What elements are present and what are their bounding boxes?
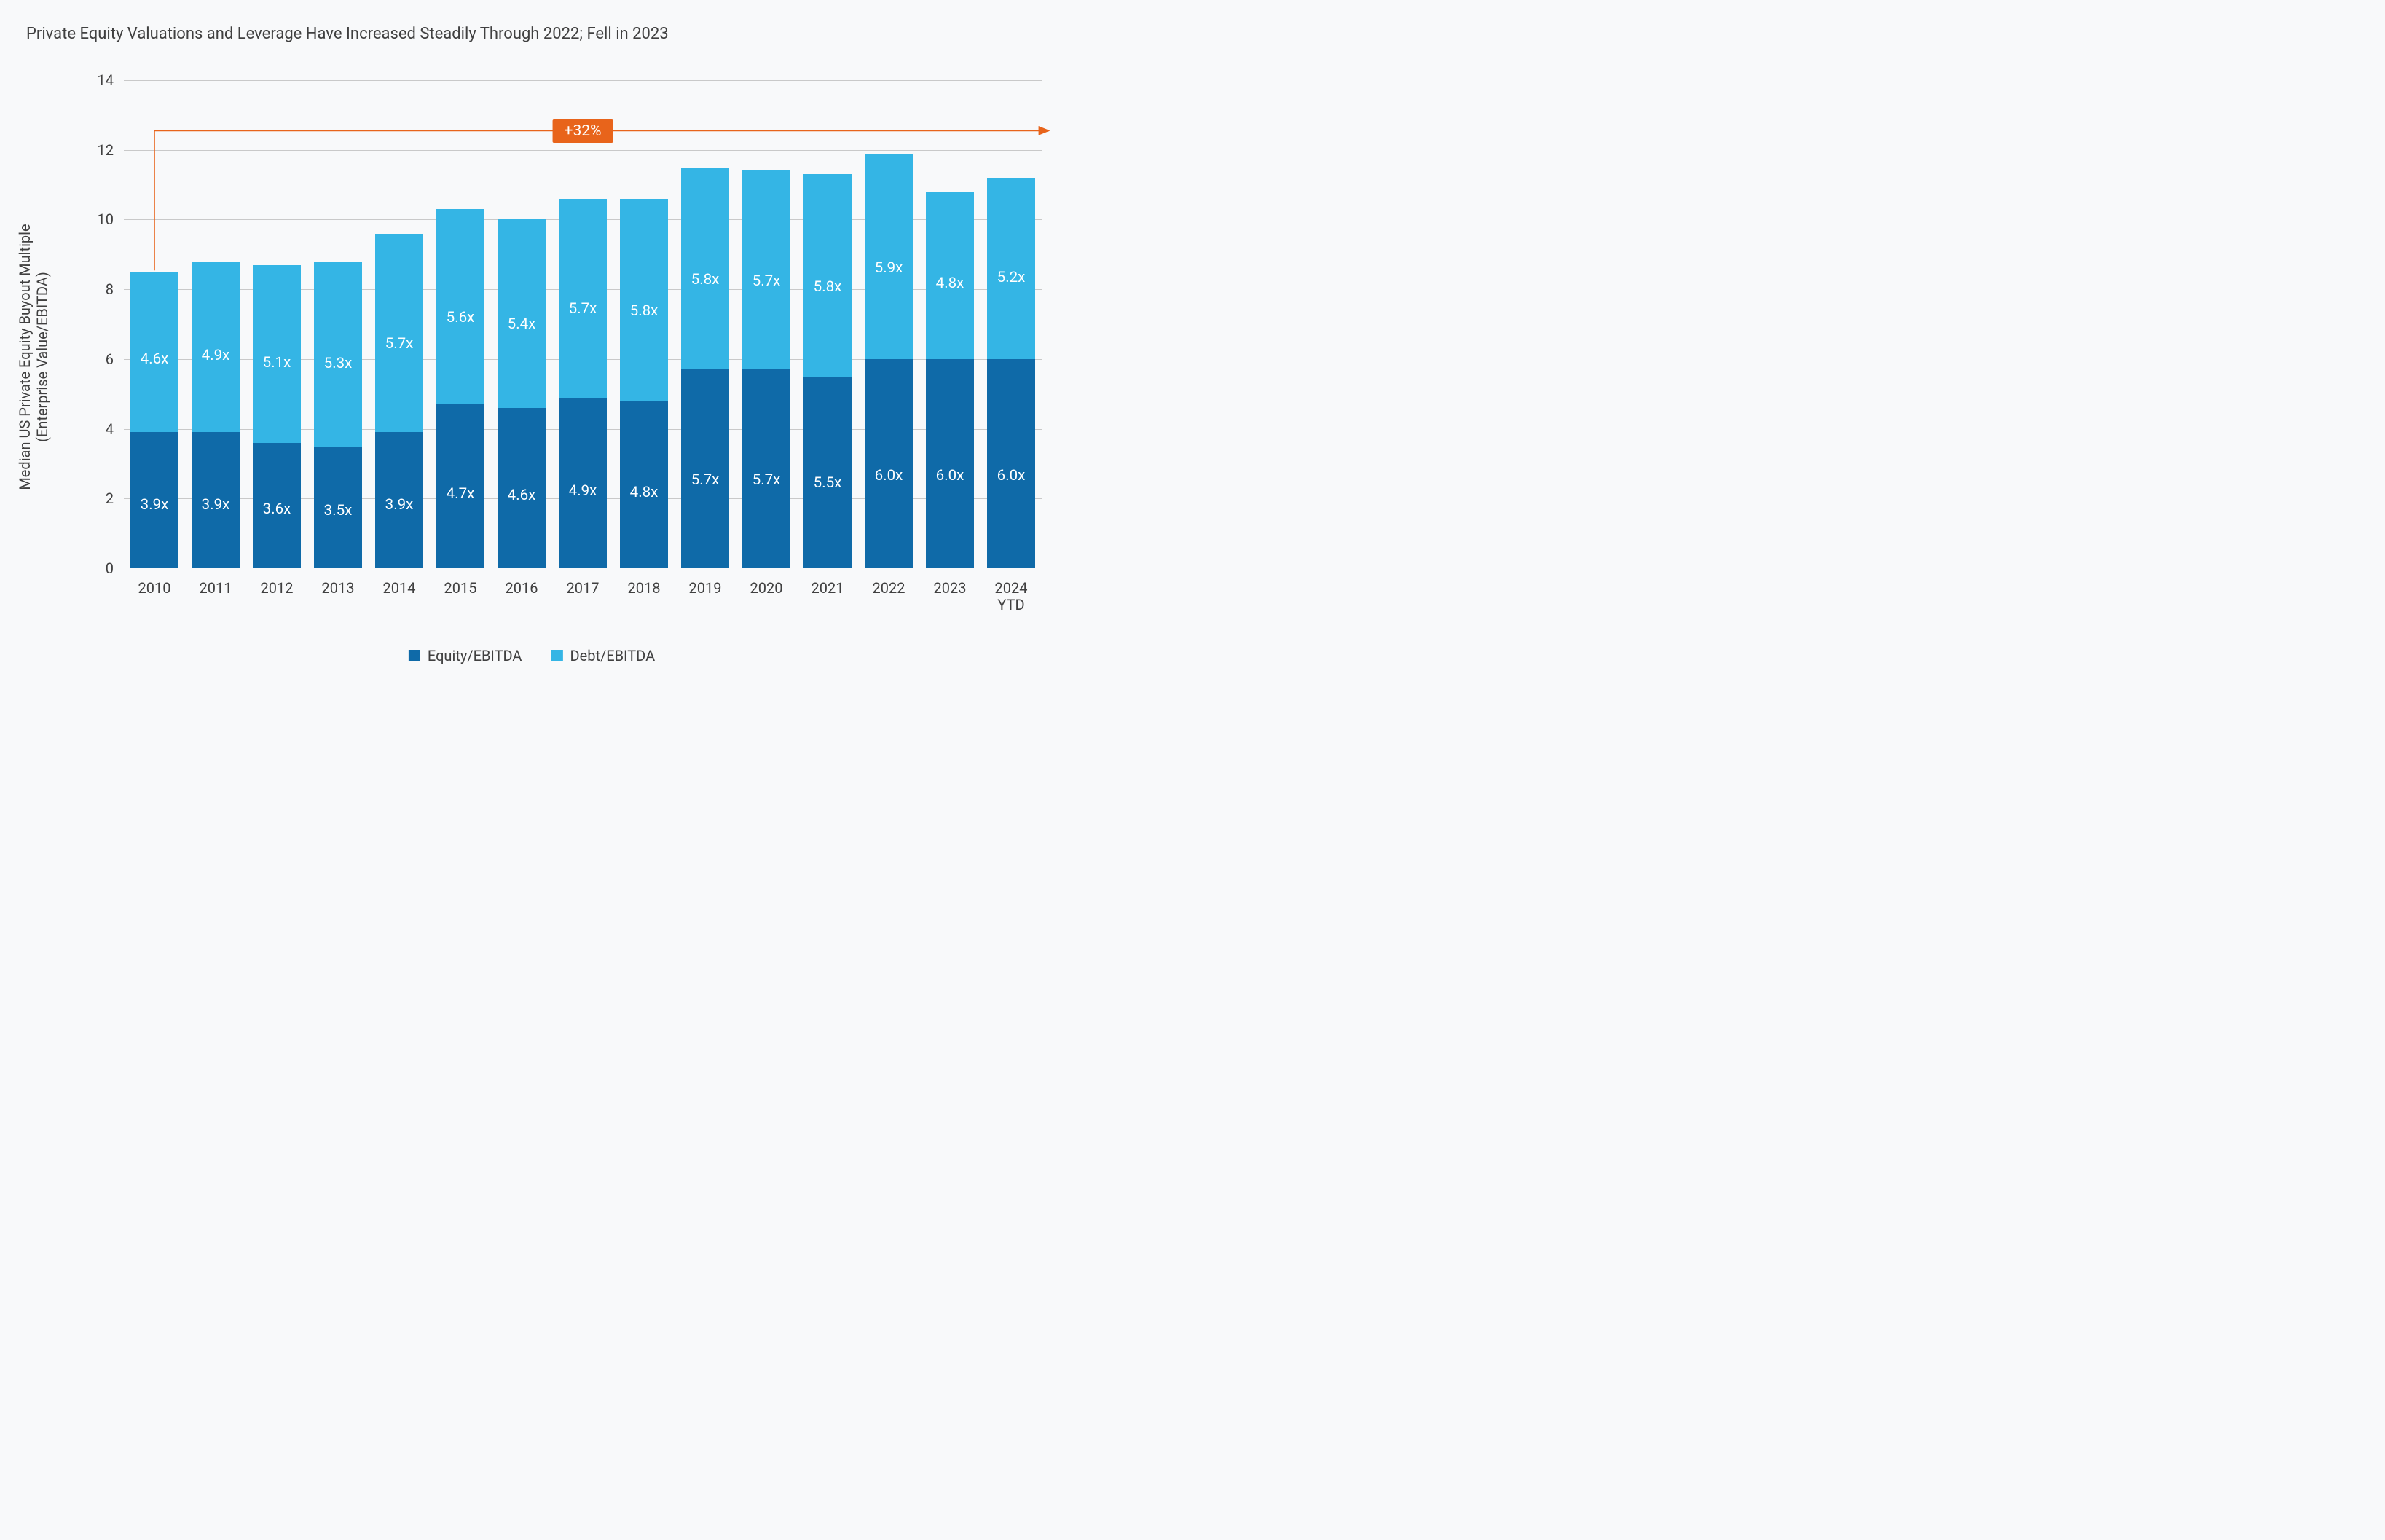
y-axis-label-line2: (Enterprise Value/EBITDA) [34, 272, 51, 442]
x-tick-label: 2018 [628, 568, 661, 597]
legend-label-equity: Equity/EBITDA [428, 647, 522, 664]
legend-swatch-debt [551, 650, 562, 661]
legend-item-equity: Equity/EBITDA [409, 647, 522, 664]
x-tick-label: 2014 [383, 568, 416, 597]
y-axis-label: Median US Private Equity Buyout Multiple… [16, 224, 51, 490]
legend: Equity/EBITDA Debt/EBITDA [409, 647, 655, 664]
y-tick-label: 10 [98, 211, 114, 228]
x-tick-label: 2017 [567, 568, 600, 597]
legend-item-debt: Debt/EBITDA [551, 647, 655, 664]
chart-title: Private Equity Valuations and Leverage H… [26, 25, 669, 43]
x-tick-label: 2021 [812, 568, 844, 597]
y-axis-label-line1: Median US Private Equity Buyout Multiple [16, 224, 34, 490]
callout-badge: +32% [553, 119, 613, 143]
y-tick-label: 12 [98, 141, 114, 159]
y-tick-label: 14 [98, 71, 114, 89]
y-tick-label: 8 [106, 280, 114, 298]
y-tick-label: 0 [106, 559, 114, 577]
y-tick-label: 2 [106, 490, 114, 507]
legend-swatch-equity [409, 650, 420, 661]
x-tick-label: 2019 [689, 568, 722, 597]
x-tick-label: 2010 [138, 568, 171, 597]
x-tick-label: 2011 [200, 568, 232, 597]
legend-label-debt: Debt/EBITDA [570, 647, 655, 664]
y-tick-label: 4 [106, 420, 114, 438]
chart-container: Private Equity Valuations and Leverage H… [0, 0, 1064, 686]
x-tick-label: 2012 [261, 568, 294, 597]
callout-arrow [124, 80, 1056, 568]
x-tick-label: 2016 [506, 568, 538, 597]
x-tick-label: 2024YTD [995, 568, 1028, 613]
x-tick-label: 2022 [873, 568, 905, 597]
x-tick-label: 2023 [934, 568, 967, 597]
plot-area: 024681012143.9x4.6x20103.9x4.9x20113.6x5… [124, 80, 1042, 568]
y-tick-label: 6 [106, 350, 114, 368]
x-tick-label: 2020 [750, 568, 783, 597]
x-tick-label: 2015 [444, 568, 477, 597]
x-tick-label: 2013 [322, 568, 355, 597]
